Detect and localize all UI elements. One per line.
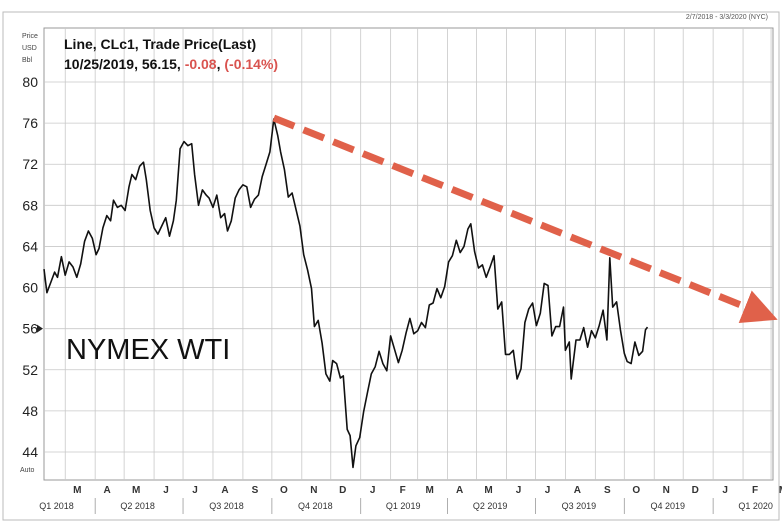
x-tick-label: M bbox=[779, 485, 782, 496]
quote-change: -0.08 bbox=[184, 56, 217, 72]
x-tick-label: O bbox=[280, 485, 288, 496]
quote-date: 10/25/2019 bbox=[64, 56, 135, 72]
y-tick-label: 64 bbox=[22, 238, 38, 254]
y-tick-label: 56 bbox=[22, 321, 38, 337]
x-tick-label: M bbox=[73, 485, 81, 496]
quarter-label: Q1 2018 bbox=[39, 501, 74, 511]
y-tick-label: 76 bbox=[22, 115, 38, 131]
x-tick-label: A bbox=[221, 485, 228, 496]
date-range: 2/7/2018 - 3/3/2020 (NYC) bbox=[685, 14, 768, 21]
x-tick-label: J bbox=[516, 485, 522, 496]
quarter-label: Q3 2018 bbox=[209, 501, 244, 511]
auto-badge: Auto bbox=[20, 467, 35, 474]
y-tick-label: 48 bbox=[22, 403, 38, 419]
y-tick-label: 52 bbox=[22, 362, 38, 378]
x-tick-label: J bbox=[370, 485, 376, 496]
quarter-label: Q1 2019 bbox=[386, 501, 421, 511]
x-tick-label: M bbox=[484, 485, 492, 496]
grid bbox=[44, 28, 773, 480]
x-tick-label: M bbox=[426, 485, 434, 496]
y-tick-label: 68 bbox=[22, 197, 38, 213]
quarter-label: Q4 2018 bbox=[298, 501, 333, 511]
x-tick-label: D bbox=[339, 485, 346, 496]
x-tick-label: N bbox=[310, 485, 317, 496]
trend-arrow-group bbox=[272, 114, 778, 323]
price-line bbox=[43, 118, 649, 469]
chart-title: Line, CLc1, Trade Price(Last) bbox=[64, 36, 257, 52]
y-tick-label: 44 bbox=[22, 444, 38, 460]
series bbox=[43, 118, 649, 469]
unit-label-unit: Bbl bbox=[22, 57, 33, 64]
y-tick-label: 60 bbox=[22, 280, 38, 296]
x-tick-label: J bbox=[192, 485, 198, 496]
quarter-label: Q1 2020 bbox=[738, 501, 773, 511]
x-tick-label: F bbox=[752, 485, 758, 496]
x-tick-label: M bbox=[132, 485, 140, 496]
quarter-label: Q2 2019 bbox=[473, 501, 508, 511]
plot-border bbox=[43, 27, 774, 481]
x-tick-label: J bbox=[722, 485, 728, 496]
x-tick-label: D bbox=[692, 485, 699, 496]
x-tick-label: A bbox=[104, 485, 111, 496]
quarter-label: Q2 2018 bbox=[120, 501, 155, 511]
x-tick-label: O bbox=[632, 485, 640, 496]
y-tick-label: 80 bbox=[22, 74, 38, 90]
x-tick-label: S bbox=[604, 485, 611, 496]
outer-border bbox=[2, 11, 780, 521]
x-axis: M A M J J A S O N D J F M A M J J A S O N D J F M Q1 2018 Q2 2018 Q… bbox=[39, 485, 782, 514]
quote-price: 56.15 bbox=[141, 56, 177, 72]
quarter-label: Q4 2019 bbox=[650, 501, 685, 511]
unit-label-price: Price bbox=[22, 33, 38, 40]
x-tick-label: A bbox=[574, 485, 581, 496]
quarter-label: Q3 2019 bbox=[562, 501, 597, 511]
x-tick-label: S bbox=[252, 485, 259, 496]
unit-label-currency: USD bbox=[22, 45, 37, 52]
x-tick-label: J bbox=[163, 485, 169, 496]
trend-arrow bbox=[272, 114, 778, 323]
quote-percent: (-0.14%) bbox=[224, 56, 279, 72]
x-tick-label: N bbox=[663, 485, 670, 496]
quote-line: 10/25/2019, 56.15, -0.08, (-0.14%) bbox=[64, 56, 279, 72]
y-axis: 44 48 52 56 60 64 68 72 76 80 bbox=[22, 74, 43, 460]
last-price-marker bbox=[37, 324, 43, 333]
x-tick-label: F bbox=[400, 485, 406, 496]
x-tick-label: J bbox=[545, 485, 551, 496]
y-tick-label: 72 bbox=[22, 156, 38, 172]
nymex-wti-label: NYMEX WTI bbox=[66, 334, 231, 366]
x-tick-label: A bbox=[456, 485, 463, 496]
